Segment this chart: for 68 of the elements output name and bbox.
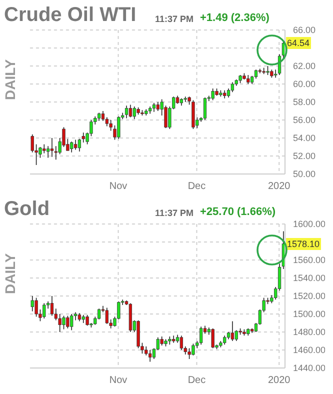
candlestick [180, 335, 184, 350]
annotation: 1578.10 [286, 238, 321, 250]
candlestick [230, 82, 234, 92]
candlestick [101, 110, 105, 122]
text: +1.49 (2.36%) [200, 12, 270, 24]
candlestick [132, 106, 136, 120]
candlestick [50, 296, 54, 316]
candlestick [42, 302, 46, 319]
x-tick-label: Dec [188, 375, 206, 386]
candlestick [30, 134, 34, 153]
x-tick-label: Nov [109, 181, 128, 192]
x-tick-label: Nov [109, 375, 128, 386]
y-tick-label: 1560.00 [293, 255, 326, 266]
candlestick [62, 315, 66, 330]
y-tick-label: 1460.00 [293, 345, 326, 356]
candlestick [97, 308, 101, 320]
candlestick [66, 315, 70, 329]
candlestick [184, 96, 187, 102]
y-tick-label: 60.00 [293, 79, 316, 90]
text: 11:37 PM [155, 208, 194, 218]
candlestick [148, 350, 152, 362]
y-tick-label: 56.00 [293, 115, 316, 126]
candlestick [38, 146, 42, 158]
x-tick-label: 2020 [268, 375, 291, 386]
text: DAILY [2, 253, 18, 294]
y-tick-label: 1600.00 [293, 219, 326, 230]
candlestick [117, 116, 120, 140]
x-tick-label: 2020 [268, 181, 291, 192]
candlestick [70, 141, 74, 153]
candlestick [199, 326, 203, 345]
y-tick-label: 1520.00 [293, 291, 326, 302]
candlestick [86, 314, 89, 326]
candlestick [109, 120, 112, 132]
chart-title: Crude Oil WTI [4, 4, 136, 27]
text: +25.70 (1.66%) [200, 206, 276, 218]
candlestick [128, 104, 132, 118]
y-tick-label: 50.00 [293, 169, 316, 180]
candlestick [211, 88, 214, 101]
candlestick [42, 144, 46, 154]
chart-title: Gold [4, 198, 50, 221]
y-tick-label: 1480.00 [293, 327, 326, 338]
y-tick-label: 1500.00 [293, 309, 326, 320]
y-tick-label: 62.00 [293, 61, 316, 72]
candlestick [188, 348, 191, 360]
candlestick [30, 296, 34, 312]
candlestick [211, 328, 214, 349]
annotation: 64.54 [286, 37, 311, 50]
y-tick-label: 1440.00 [293, 363, 326, 374]
text: DAILY [2, 59, 18, 100]
candlestick [203, 97, 207, 120]
y-tick-label: 66.00 [293, 25, 316, 36]
y-tick-label: 58.00 [293, 97, 316, 108]
candlestick [164, 105, 168, 128]
y-tick-label: 1540.00 [293, 273, 326, 284]
candlestick [78, 138, 82, 152]
y-tick-label: 52.00 [293, 151, 316, 162]
candlestick [105, 307, 108, 324]
candlestick [34, 297, 38, 318]
candlestick [50, 138, 54, 158]
candlestick [230, 320, 234, 342]
x-tick-label: Dec [188, 181, 206, 192]
y-tick-label: 54.00 [293, 133, 316, 144]
candlestick [74, 139, 78, 150]
candlestick [82, 132, 85, 143]
text: 11:37 PM [155, 14, 194, 24]
candlestick [70, 314, 74, 331]
candlestick [192, 343, 195, 356]
candlestick [124, 105, 128, 119]
